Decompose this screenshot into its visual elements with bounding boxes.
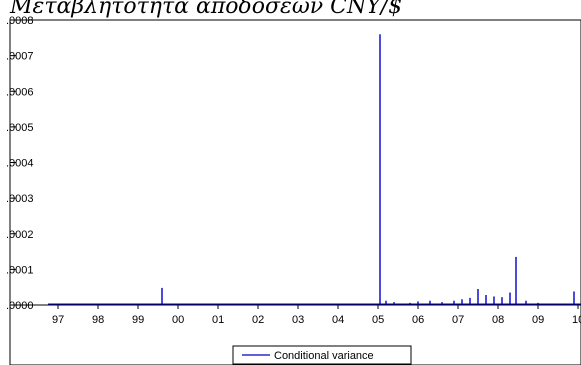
y-tick-label: .0008 — [6, 15, 34, 27]
y-tick-label: .0003 — [6, 193, 34, 205]
legend-box — [232, 345, 412, 365]
y-tick-label: .0005 — [6, 122, 34, 134]
x-tick-label: 98 — [92, 314, 104, 326]
x-tick-label: 01 — [212, 314, 224, 326]
y-tick-label: .0002 — [6, 229, 34, 241]
x-tick-label: 99 — [132, 314, 144, 326]
x-tick-label: 09 — [532, 314, 544, 326]
legend: Conditional variance — [232, 345, 412, 365]
x-tick-label: 06 — [412, 314, 424, 326]
chart-title: Μεταβλητότητα αποδόσεων CNY/$ — [10, 0, 403, 19]
x-tick-label: 08 — [492, 314, 504, 326]
x-tick-label: 07 — [452, 314, 464, 326]
x-tick-label: 03 — [292, 314, 304, 326]
y-tick-label: .0000 — [6, 300, 34, 312]
x-tick-label: 04 — [332, 314, 344, 326]
x-tick-label: 05 — [372, 314, 384, 326]
x-tick-label: 97 — [52, 314, 64, 326]
legend-label: Conditional variance — [274, 350, 374, 362]
y-tick-label: .0004 — [6, 158, 34, 170]
y-tick-label: .0007 — [6, 51, 34, 63]
y-tick-label: .0006 — [6, 86, 34, 98]
x-tick-label: 02 — [252, 314, 264, 326]
y-tick-label: .0001 — [6, 264, 34, 276]
x-tick-label: 00 — [172, 314, 184, 326]
x-tick-label: 10 — [572, 314, 581, 326]
